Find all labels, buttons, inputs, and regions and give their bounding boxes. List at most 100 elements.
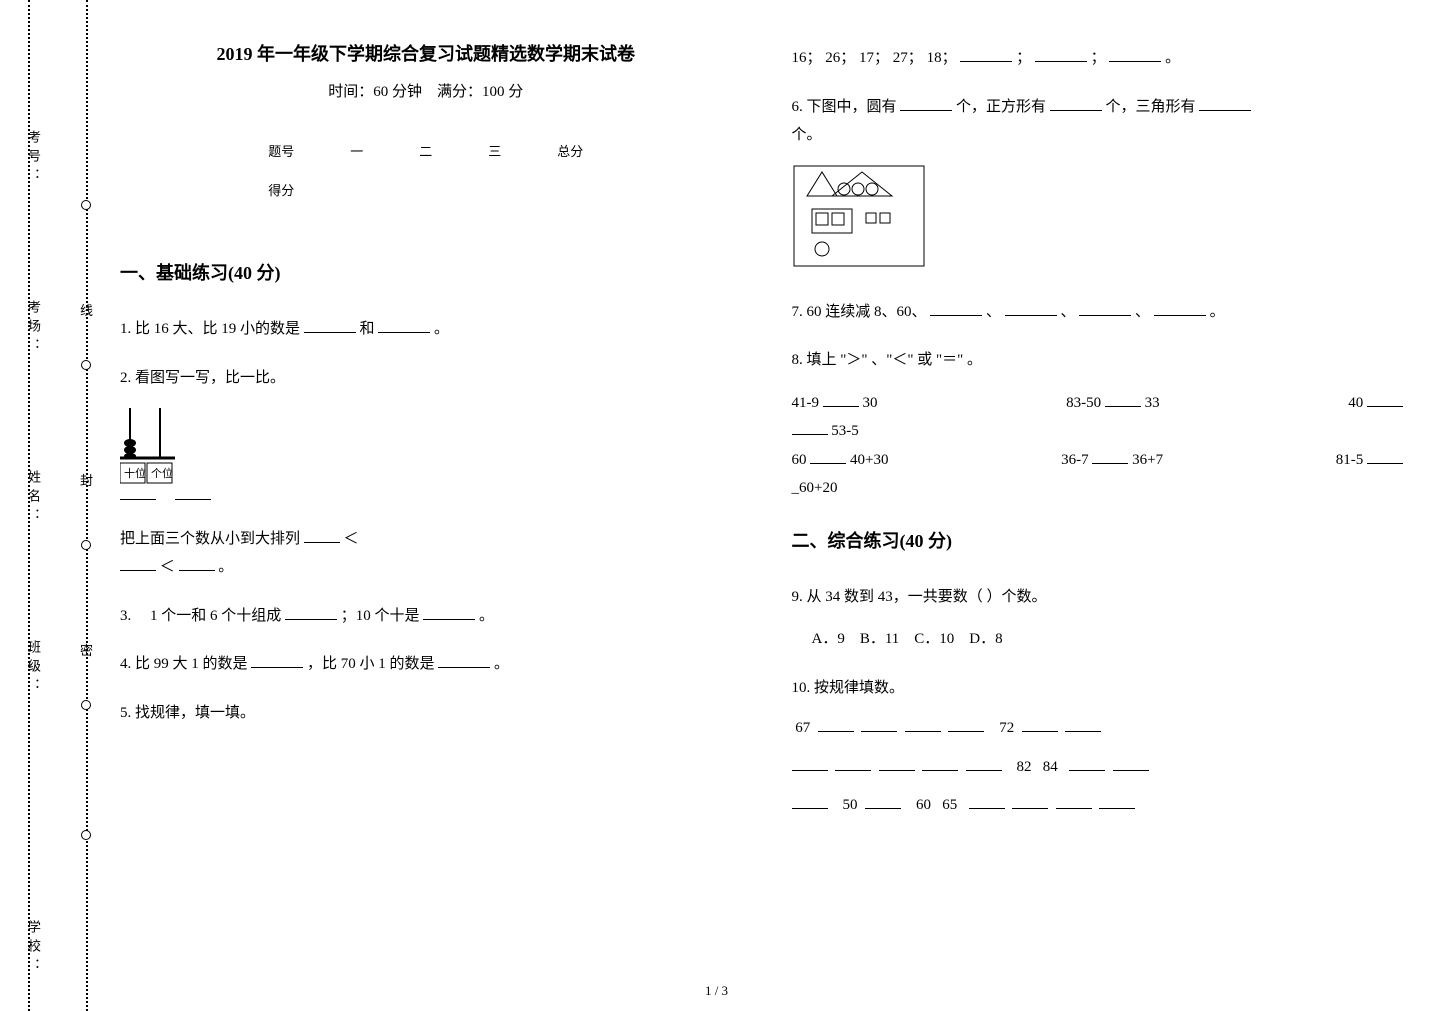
q8-6b: 60+20 [799,480,837,496]
q8-3b: 53-5 [831,423,859,439]
q7-blank-2[interactable] [1005,301,1057,316]
q8-4a: 60 [792,452,807,468]
score-head-cell: 一 [322,131,391,170]
q10-r1-b7[interactable] [1065,717,1101,732]
q10-r1-b4[interactable] [948,717,984,732]
q8-row-1: 41-9 30 83-50 33 40 [792,389,1404,418]
q2-blank-3[interactable] [179,556,215,571]
q5-seq-2: 17； [859,50,889,66]
q10-r1-b3[interactable] [905,717,941,732]
q8-5a: 36-7 [1061,452,1089,468]
q8-blank-3bot[interactable] [792,420,828,435]
q8-blank-1[interactable] [823,392,859,407]
q10-r2-c5: 82 [1017,759,1032,775]
q5-blank-2[interactable] [1035,47,1087,62]
question-3: 3. 1 个一和 6 个十组成 ；10 个十是 。 [120,602,732,631]
q10-r1-c0: 67 [795,720,810,736]
q2-sep-2: ＜ [160,559,175,575]
q6-tail: 个。 [792,127,822,143]
q8-1a: 41-9 [792,395,820,411]
q5-seq-4: 18； [927,50,957,66]
q2-blank-2[interactable] [120,556,156,571]
q10-r2-b7[interactable] [1069,756,1105,771]
q10-r1-b6[interactable] [1022,717,1058,732]
q5-seq-1: 26； [825,50,855,66]
q8-row-1b: 53-5 [792,417,1404,446]
q3-blank-1[interactable] [285,605,337,620]
q7-blank-1[interactable] [930,301,982,316]
q2-text: 2. 看图写一写，比一比。 [120,364,732,393]
q8-blank-2[interactable] [1105,392,1141,407]
q10-r3-b7[interactable] [1056,794,1092,809]
binding-rail: 考号： 考场： 姓名： 班级： 学校： 线 封 密 [28,0,88,1011]
q10-r2-b3[interactable] [922,756,958,771]
dotted-line-inner [86,0,88,1011]
q10-r2-b1[interactable] [835,756,871,771]
q10-r1-b2[interactable] [861,717,897,732]
q8-row-2b: _60+20 [792,474,1404,503]
q5-blank-1[interactable] [960,47,1012,62]
q10-r2-b4[interactable] [966,756,1002,771]
q4-text-before: 4. 比 99 大 1 的数是 [120,656,248,672]
q6-mid2: 个，三角形有 [1106,99,1196,115]
score-table-score-row: 得分 [240,170,611,209]
seal-char-secret: 密 [80,640,93,659]
q10-r3-b8[interactable] [1099,794,1135,809]
q10-r1-b1[interactable] [818,717,854,732]
q5-tail: 。 [1165,50,1180,66]
q10-r3-b0[interactable] [792,794,828,809]
q10-row-1: 67 72 [792,714,1404,743]
q10-r2-b2[interactable] [879,756,915,771]
q10-r3-c3: 60 [916,797,931,813]
q5-sequence-line: 16； 26； 17； 27； 18； ； ； 。 [792,44,1404,73]
q9-options[interactable]: A．9 B．11 C．10 D．8 [792,625,1404,654]
q10-text: 10. 按规律填数。 [792,674,1404,703]
q1-blank-2[interactable] [378,318,430,333]
q5-seq-0: 16； [792,50,822,66]
q6-blank-squares[interactable] [1050,96,1102,111]
q7-blank-4[interactable] [1154,301,1206,316]
q10-r2-b8[interactable] [1113,756,1149,771]
exam-title: 2019 年一年级下学期综合复习试题精选数学期末试卷 [120,40,732,66]
score-label-cell: 得分 [240,170,322,209]
q6-blank-circles[interactable] [900,96,952,111]
q4-mid: ，比 70 小 1 的数是 [307,656,435,672]
q10-r2-b0[interactable] [792,756,828,771]
q8-3a: 40 [1348,395,1363,411]
q5-blank-3[interactable] [1109,47,1161,62]
q4-blank-1[interactable] [251,653,303,668]
rail-circle [81,360,91,370]
q6-blank-triangles[interactable] [1199,96,1251,111]
q2-overline-2[interactable] [175,499,211,514]
q3-tail: 。 [479,608,494,624]
q3-blank-2[interactable] [423,605,475,620]
q8-blank-3top[interactable] [1367,392,1403,407]
q10-r3-b2[interactable] [865,794,901,809]
q8-blank-5[interactable] [1092,449,1128,464]
q8-6a: 81-5 [1336,452,1364,468]
q2-blank-1[interactable] [304,528,340,543]
q7-sep-3: 、 [1135,304,1150,320]
q10-r3-b5[interactable] [969,794,1005,809]
q8-blank-4[interactable] [810,449,846,464]
q7-sep-1: 、 [986,304,1001,320]
q2-sort-line: 把上面三个数从小到大排列 ＜ ＜ 。 [120,496,732,582]
rail-label-school: 学校： [24,920,43,977]
q1-blank-1[interactable] [304,318,356,333]
abacus-svg: 十位 个位 [120,398,190,488]
q8-blank-6top[interactable] [1367,449,1403,464]
question-2: 2. 看图写一写，比一比。 十位 个位 [120,364,732,582]
q7-before: 7. 60 连续减 8、60、 [792,304,927,320]
q8-text: 8. 填上 "＞" 、"＜" 或 "＝" 。 [792,346,1404,375]
seal-char-seal: 封 [80,470,93,489]
q2-overline-1[interactable] [120,499,156,514]
q10-r3-b6[interactable] [1012,794,1048,809]
q8-1b: 30 [863,395,878,411]
q7-blank-3[interactable] [1079,301,1131,316]
q4-blank-2[interactable] [438,653,490,668]
q10-r3-c1: 50 [843,797,858,813]
question-10: 10. 按规律填数。 67 72 82 84 [792,674,1404,820]
score-head-cell: 三 [460,131,529,170]
q1-text: 1. 比 16 大、比 19 小的数是 [120,321,300,337]
section-2-heading: 二、综合练习(40 分) [792,527,1404,553]
